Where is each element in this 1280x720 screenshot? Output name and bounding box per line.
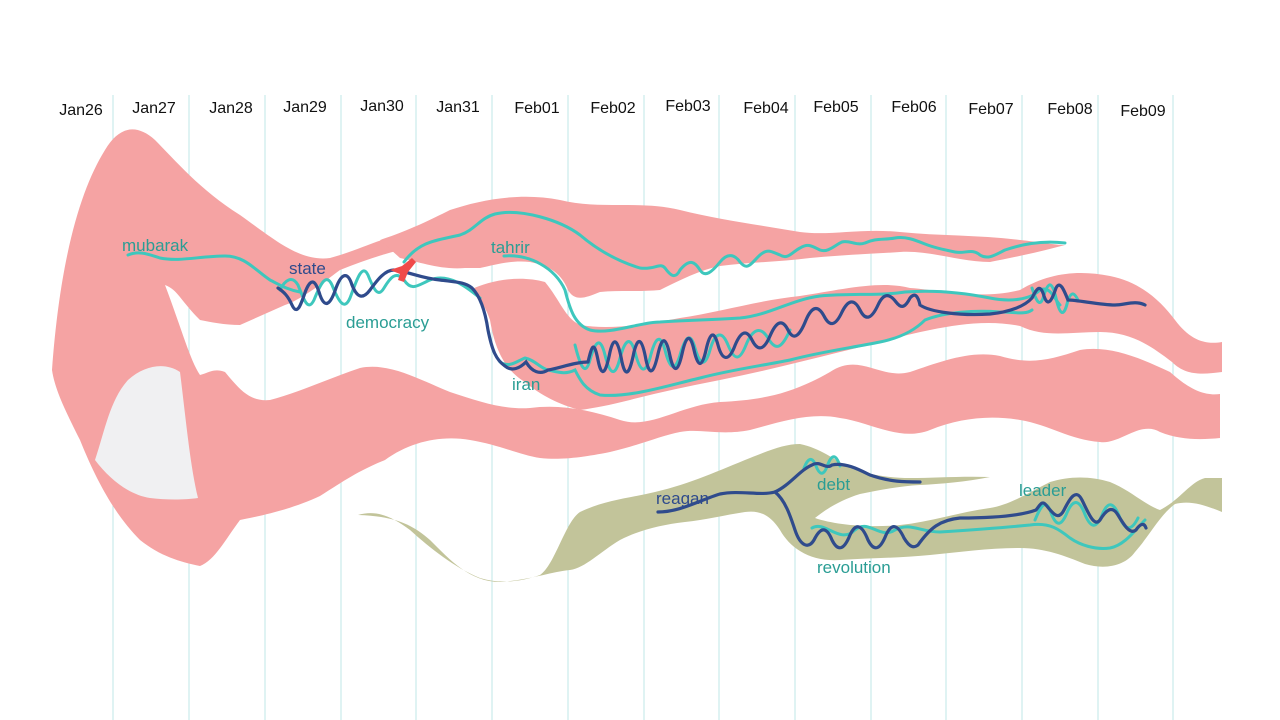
keyword-label-debt: debt — [817, 475, 850, 494]
keyword-labels: mubarak state democracy tahrir iran reag… — [122, 236, 1067, 577]
topic-stream-hole — [95, 366, 198, 500]
date-axis: Jan26 Jan27 Jan28 Jan29 Jan30 Jan31 Feb0… — [59, 98, 1166, 120]
topic-streams-pink — [52, 129, 1222, 566]
date-label: Feb06 — [891, 99, 936, 116]
date-label: Jan26 — [59, 102, 103, 119]
date-label: Feb05 — [813, 99, 858, 116]
state-wave — [586, 283, 1147, 374]
revolution-line — [810, 518, 1147, 550]
keyword-label-democracy: democracy — [346, 313, 430, 332]
date-label: Feb07 — [968, 101, 1013, 118]
date-label: Jan31 — [436, 99, 480, 116]
date-label: Feb04 — [743, 100, 788, 117]
date-label: Jan29 — [283, 99, 327, 116]
date-label: Feb02 — [590, 100, 635, 117]
date-label: Jan28 — [209, 100, 253, 117]
date-label: Jan30 — [360, 98, 404, 115]
democracy-line — [502, 254, 1062, 333]
keyword-label-tahrir: tahrir — [491, 238, 530, 257]
topic-stream-tahrir — [380, 196, 1065, 298]
reagan-line — [656, 461, 922, 514]
keyword-label-mubarak: mubarak — [122, 236, 189, 255]
revolution-navy — [773, 490, 1148, 550]
date-label: Feb01 — [514, 100, 559, 117]
keyword-label-state: state — [289, 259, 326, 278]
date-label: Jan27 — [132, 100, 176, 117]
mubarak-line — [126, 251, 302, 294]
keyword-label-iran: iran — [512, 375, 540, 394]
date-label: Feb09 — [1120, 103, 1165, 120]
date-label: Feb03 — [665, 98, 710, 115]
tahrir-line — [402, 210, 1067, 278]
keyword-label-revolution: revolution — [817, 558, 891, 577]
iran-line — [498, 308, 1034, 397]
leader-wave — [1030, 283, 1080, 314]
topic-stream-democracy — [470, 272, 1222, 410]
topic-stream-main — [52, 129, 1220, 566]
debt-wave — [802, 455, 842, 475]
democracy-wave — [278, 269, 482, 307]
date-label: Feb08 — [1047, 101, 1092, 118]
split-marker — [390, 258, 416, 282]
keyword-label-reagan: reagan — [656, 489, 709, 508]
keyword-label-leader: leader — [1019, 481, 1067, 500]
